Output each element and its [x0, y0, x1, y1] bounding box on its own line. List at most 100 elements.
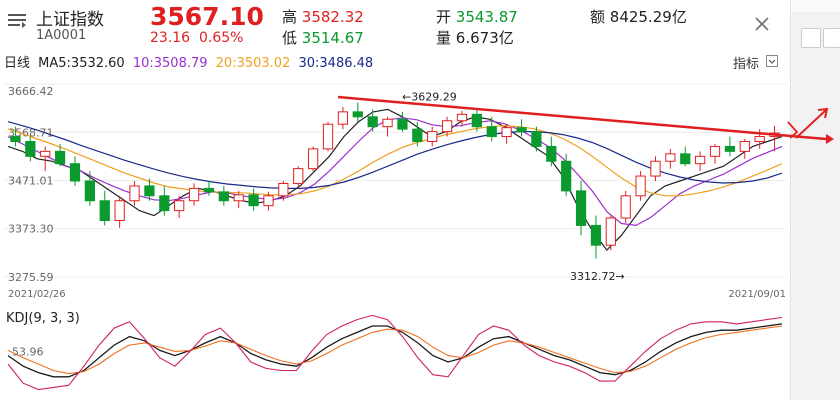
side-panel: [790, 0, 840, 400]
amount-stat: 额 8425.29亿: [590, 6, 687, 27]
open-value: 3543.87: [455, 8, 518, 26]
candle-body: [635, 175, 646, 197]
candle-body: [233, 194, 244, 202]
amount-label: 额: [590, 8, 606, 26]
ma10-label: 10:3508.79: [132, 56, 208, 71]
period-label[interactable]: 日线: [4, 56, 31, 71]
high-stat: 高 3582.32: [282, 6, 364, 27]
side-grid-button[interactable]: [823, 28, 840, 48]
candle-body: [754, 136, 765, 142]
candle-body: [456, 113, 468, 122]
kdj-line-D: [7, 325, 783, 375]
candle-body: [739, 140, 750, 152]
candle-body: [441, 120, 453, 133]
y-tick-label: 3568.71: [8, 126, 54, 139]
candle-body: [278, 182, 289, 197]
candle-body: [575, 190, 587, 226]
candle-body: [188, 187, 200, 202]
change-percent: 0.65%: [199, 30, 244, 46]
candle-body: [337, 111, 349, 125]
kdj-line-K: [7, 323, 783, 378]
candle-body: [412, 128, 423, 142]
ma-legend: 日线 MA5:3532.60 10:3508.79 20:3503.02 30:…: [4, 52, 377, 71]
candle-body: [25, 140, 36, 157]
low-label: 低: [282, 29, 298, 47]
ma-line-20: [7, 125, 783, 197]
candle-body: [322, 123, 334, 150]
breakout-arrowhead: [817, 107, 829, 119]
amount-value: 8425.29亿: [609, 8, 687, 26]
low-stat: 低 3514.67: [282, 27, 364, 48]
candle-body: [501, 127, 512, 138]
trendline-arrowhead: [826, 134, 834, 145]
volume-label: 量: [436, 29, 452, 47]
kdj-chart[interactable]: KDJ(9, 3, 3) 53.96: [0, 300, 840, 400]
candle-body: [40, 150, 51, 157]
candle-body: [620, 195, 631, 219]
volume-stat: 量 6.673亿: [436, 27, 514, 48]
ma20-label: 20:3503.02: [215, 56, 291, 71]
candle-body: [144, 185, 155, 197]
index-code: 1A0001: [36, 28, 87, 43]
y-tick-label: 3373.30: [8, 223, 54, 236]
chevron-down-icon[interactable]: [766, 55, 778, 67]
candle-body: [174, 200, 185, 212]
last-price: 3567.10: [150, 2, 264, 31]
candle-body: [486, 126, 497, 138]
candle-body: [590, 224, 602, 246]
candle-body: [665, 153, 676, 162]
high-annotation: ←3629.29: [402, 90, 457, 103]
low-value: 3514.67: [301, 29, 364, 47]
y-tick-label: 3666.42: [8, 85, 54, 98]
candle-body: [114, 200, 125, 222]
x-end-label: 2021/09/01: [728, 289, 786, 300]
ma5-label: MA5:3532.60: [38, 56, 125, 71]
indicator-button[interactable]: 指标: [733, 57, 760, 72]
candle-body: [263, 195, 274, 207]
candle-body: [531, 131, 542, 147]
candle-body: [248, 194, 259, 207]
trendline: [337, 95, 827, 141]
candlestick-chart[interactable]: 3666.42 3568.71 3471.01 3373.30 3275.59 2021/…: [0, 70, 840, 300]
candle-body: [397, 118, 408, 130]
candle-body: [69, 163, 81, 182]
change-value: 23.16: [150, 30, 191, 46]
candle-body: [129, 185, 140, 202]
side-layout-button[interactable]: [801, 28, 821, 48]
candle-body: [382, 118, 393, 128]
candle-body: [650, 160, 661, 177]
candle-body: [680, 153, 691, 165]
x-start-label: 2021/02/26: [8, 289, 66, 300]
high-label: 高: [282, 8, 298, 26]
candle-body: [724, 145, 736, 152]
candle-body: [427, 131, 438, 142]
pointer-chevron: [787, 121, 799, 139]
volume-value: 6.673亿: [455, 29, 514, 47]
menu-icon[interactable]: [8, 12, 26, 28]
open-stat: 开 3543.87: [436, 6, 518, 27]
breakout-arrow: [795, 109, 827, 139]
candle-body: [84, 180, 95, 202]
close-icon[interactable]: [752, 14, 772, 34]
candle-body: [293, 168, 304, 184]
low-annotation: 3312.72→: [570, 270, 625, 283]
open-label: 开: [436, 8, 452, 26]
kdj-title: KDJ(9, 3, 3): [6, 311, 80, 326]
y-tick-label: 3275.59: [8, 271, 54, 284]
candle-body: [218, 191, 229, 202]
candle-body: [605, 217, 616, 246]
candle-body: [159, 195, 170, 212]
candle-body: [516, 127, 527, 133]
candle-body: [203, 187, 215, 193]
candle-body: [99, 200, 110, 222]
candle-body: [546, 145, 557, 162]
ma-line-MA5: [7, 108, 783, 252]
ma30-label: 30:3486.48: [298, 56, 374, 71]
side-panel-header: [791, 0, 840, 12]
index-name: 上证指数: [36, 10, 104, 30]
high-value: 3582.32: [301, 8, 364, 26]
candle-body: [352, 111, 363, 118]
candle-body: [10, 136, 21, 142]
candle-body: [308, 148, 319, 170]
y-tick-label: 3471.01: [8, 174, 54, 187]
